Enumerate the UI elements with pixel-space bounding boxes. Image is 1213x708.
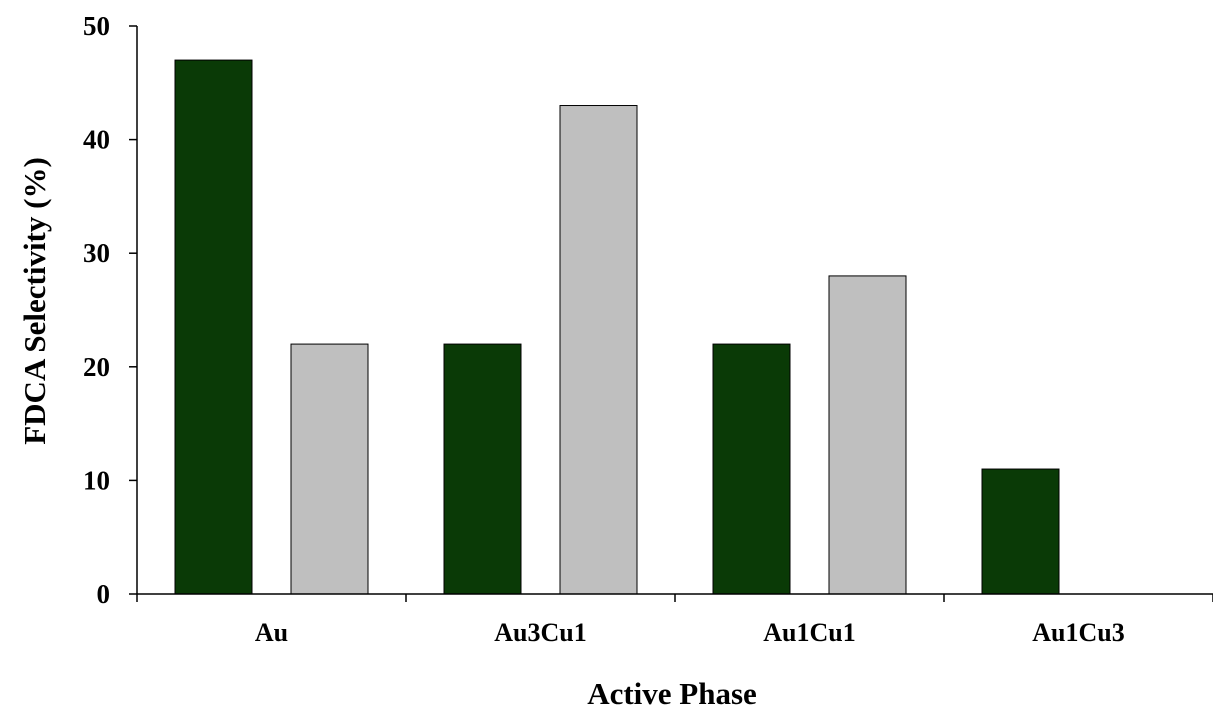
bar-series-2-au3cu1 [559,105,638,595]
y-tick-label: 50 [83,11,110,41]
x-tick-label: Au1Cu3 [1032,618,1124,647]
bar-series-2-au1cu1 [828,275,907,595]
x-ticks: Au Au3Cu1 Au1Cu1 Au1Cu3 [136,594,1213,647]
y-tick-label: 10 [83,465,110,495]
y-tick-label: 40 [83,125,110,155]
y-tick-label: 0 [97,579,111,609]
x-tick-label: Au1Cu1 [763,618,855,647]
y-tick-label: 20 [83,352,110,382]
x-tick-label: Au3Cu1 [494,618,586,647]
bar-series-1-au3cu1 [443,343,522,595]
y-tick-label: 30 [83,238,110,268]
bars-layer [174,59,1060,595]
bar-series-1-au1cu1 [712,343,791,595]
x-axis-title: Active Phase [587,676,757,708]
y-ticks: 0 10 20 30 40 50 [83,11,137,609]
bar-series-1-au1cu3 [981,468,1060,595]
x-tick-label: Au [255,618,288,647]
y-axis-title: FDCA Selectivity (%) [17,157,52,445]
bar-series-1-au [174,59,253,595]
bar-series-2-au [290,343,369,595]
